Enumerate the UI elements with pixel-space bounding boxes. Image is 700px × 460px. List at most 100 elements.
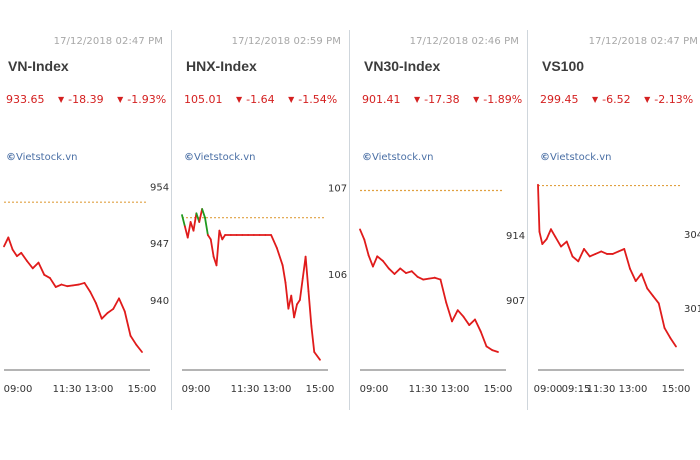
series-segment [479,330,488,348]
x-tick-label: 15:00 [128,384,157,395]
timestamp: 17/12/2018 02:59 PM [231,36,341,47]
x-tick-label: 09:00 [182,384,211,395]
series-segment [600,250,608,255]
index-value: 933.65 [6,93,45,106]
series-segment [281,264,287,284]
index-stats: 901.41 ▼ -17.38 ▼ -1.89% [362,93,532,106]
series-segment [275,247,284,267]
x-tick-label: 13:00 [619,384,648,395]
timestamp: 17/12/2018 02:47 PM [588,36,698,47]
watermark-brand: ©Vietstock.vn [540,152,611,163]
y-tick-label: 914 [506,231,525,242]
series-segment [209,238,215,258]
x-tick-label: 09:00 [534,384,563,395]
series-segment [106,308,115,314]
series-segment [372,255,379,268]
series-segment [640,272,649,290]
index-value: 105.01 [184,93,223,106]
series-segment [445,301,453,323]
watermark-brand: ©Vietstock.vn [362,152,433,163]
series-segment [588,253,597,258]
series-segment [382,260,390,270]
watermark-brand: ©Vietstock.vn [184,152,255,163]
vietstock-logo-icon: © [362,152,372,163]
index-change: -17.38 [424,93,460,106]
down-triangle-icon: ▼ [592,95,599,104]
index-stats: 299.45 ▼ -6.52 ▼ -2.13% [540,93,700,106]
series-segment [462,315,471,326]
x-tick-label: 13:00 [263,384,292,395]
series-segment [433,276,442,281]
x-tick-label: 09:00 [4,384,33,395]
x-tick-label: 09:00 [360,384,389,395]
series-segment [37,261,46,276]
index-percent: -1.89% [483,93,523,106]
series-segment [623,248,631,270]
series-segment [270,234,278,249]
price-chart: 954 947 940 09:00 11:30 13:00 15:00 [3,182,169,395]
y-tick-label: 954 [150,182,169,193]
index-title: VN30-Index [364,58,441,74]
series-segment [186,221,192,239]
series-segment [428,276,436,280]
series-segment [577,248,585,263]
down-triangle-icon: ▼ [473,95,480,104]
brand-text: Vietstock.vn [550,152,612,163]
series-segment [468,318,476,326]
series-segment [652,294,660,305]
series-segment [20,251,28,262]
series-segment [95,302,103,320]
series-segment [204,216,209,236]
x-tick-label: 15:00 [484,384,513,395]
series-segment [416,275,425,281]
series-segment [629,267,637,282]
series-segment [422,277,430,281]
series-segment [669,336,677,348]
series-segment [538,230,544,245]
index-title: VN-Index [8,58,69,74]
index-panel: 17/12/2018 02:46 PM VN30-Index 901.41 ▼ -… [356,30,528,410]
series-segment [215,229,221,267]
series-segment [181,214,186,228]
series-segment [565,240,574,258]
price-chart: 914 907 09:00 11:30 13:00 15:00 [359,189,525,395]
series-segment [304,255,310,293]
series-segment [537,183,541,233]
x-tick-label: 11:30 [53,384,82,395]
series-segment [66,284,74,288]
brand-text: Vietstock.vn [16,152,78,163]
index-value: 901.41 [362,93,401,106]
series-segment [100,312,109,320]
series-segment [594,250,603,255]
index-panel: 17/12/2018 02:47 PM VN-Index 933.65 ▼ -18… [0,30,172,410]
x-tick-label: 11:30 [231,384,260,395]
y-tick-label: 940 [150,296,169,307]
series-segment [43,273,51,279]
price-chart: 107 106 09:00 11:30 13:00 15:00 [181,183,347,395]
series-segment [284,281,290,310]
x-tick-label: 11:30 [409,384,438,395]
series-segment [135,343,143,353]
series-segment [456,309,465,318]
index-title: VS100 [542,58,585,74]
series-segment [310,325,316,353]
index-stats: 105.01 ▼ -1.64 ▼ -1.54% [184,93,347,106]
series-segment [554,235,562,248]
x-tick-label: 09:15 [562,384,591,395]
series-segment [663,327,672,339]
x-tick-label: 13:00 [85,384,114,395]
x-tick-label: 15:00 [306,384,335,395]
series-segment [617,248,626,253]
series-segment [485,345,494,352]
series-segment [474,318,482,333]
series-segment [26,260,34,270]
series-segment [112,297,120,310]
series-segment [634,272,643,282]
series-segment [129,334,138,346]
index-percent: -1.93% [127,93,167,106]
series-segment [387,267,396,275]
series-segment [646,287,654,297]
series-segment [451,309,459,323]
